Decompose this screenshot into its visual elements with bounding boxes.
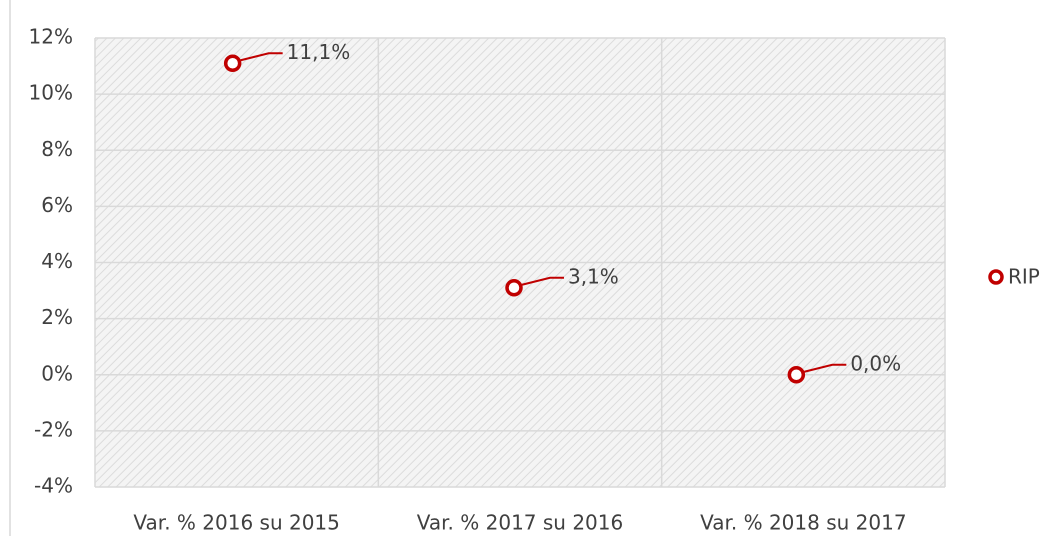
chart-frame <box>9 0 11 536</box>
y-tick-label: 2% <box>41 305 73 329</box>
y-tick-label: 10% <box>29 81 73 105</box>
y-tick-label: -2% <box>34 417 73 441</box>
y-tick-label: -4% <box>34 474 73 498</box>
marker <box>787 366 806 384</box>
x-tick-label: Var. % 2018 su 2017 <box>700 511 906 535</box>
data-label: 0,0% <box>850 351 901 375</box>
leader-line <box>804 363 847 373</box>
y-tick-label: 0% <box>41 361 73 385</box>
marker <box>505 279 523 297</box>
y-tick-label: 6% <box>41 193 73 217</box>
data-label: 3,1% <box>568 264 619 288</box>
legend-marker <box>988 269 1004 285</box>
x-tick-label: Var. % 2017 su 2016 <box>417 511 623 535</box>
marker <box>223 54 242 73</box>
legend-label: RIP <box>1008 265 1040 289</box>
leader-line <box>240 52 283 62</box>
data-label: 11,1% <box>287 40 351 64</box>
y-tick-label: 12% <box>29 25 73 49</box>
x-tick-label: Var. % 2016 su 2015 <box>133 511 339 535</box>
y-tick-label: 8% <box>41 137 73 161</box>
leader-line <box>521 276 564 286</box>
y-tick-label: 4% <box>41 249 73 273</box>
